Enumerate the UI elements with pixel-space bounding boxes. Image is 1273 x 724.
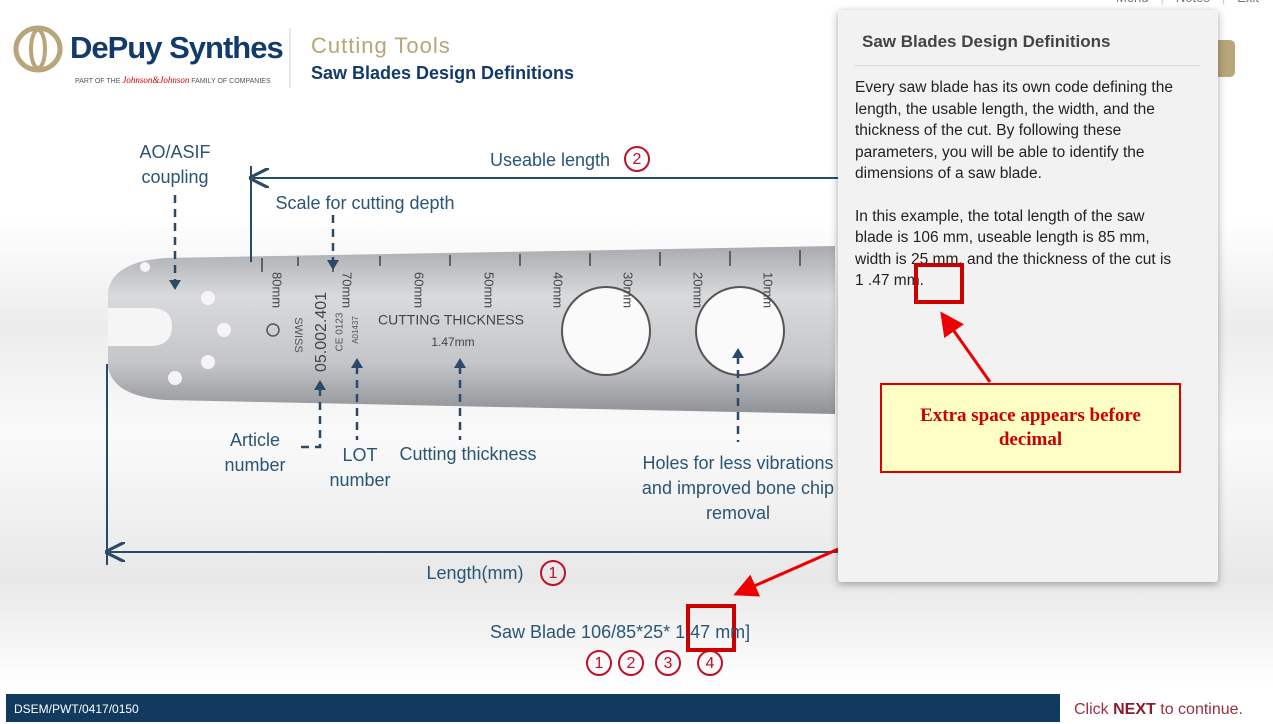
blade-hole — [695, 286, 785, 376]
text: 1.47 — [675, 622, 711, 642]
label: Cutting thickness — [399, 444, 537, 464]
text: Click — [1074, 701, 1109, 718]
scale-label: 80mm — [270, 272, 285, 308]
scale-label: 50mm — [482, 272, 497, 308]
logo-mark — [29, 28, 47, 70]
paragraph: Every saw blade has its own code definin… — [855, 79, 1173, 182]
course-title: Cutting Tools — [311, 33, 451, 58]
label: Useable length — [489, 150, 611, 170]
paragraph: In this example, the total length of the… — [855, 207, 1172, 290]
footer-code: DSEM/PWT/0417/0150 — [14, 702, 139, 716]
next-prompt: Click NEXT to continue. — [1074, 701, 1243, 719]
step-marker — [586, 650, 612, 676]
label: Holes for less vibrations and improved b… — [641, 453, 835, 523]
page-title: Saw Blades Design Definitions — [311, 63, 575, 83]
logo-tagline: PART OF THE Johnson&Johnson FAMILY OF CO… — [75, 75, 271, 85]
scale-label: 60mm — [412, 272, 427, 308]
label: Article number — [224, 430, 286, 475]
step-marker-label: 2 — [633, 151, 642, 168]
panel-title: Saw Blades Design Definitions — [862, 32, 1111, 51]
step-marker-label: 4 — [706, 655, 715, 672]
step-marker — [655, 650, 681, 676]
label: Scale for cutting depth — [275, 193, 455, 213]
leader-arrowheads — [169, 260, 744, 390]
step-marker — [624, 146, 650, 172]
blade-marking-icon — [266, 323, 280, 337]
blade-notch — [108, 308, 172, 346]
step-marker-label: 2 — [627, 655, 636, 672]
nav-link[interactable]: Notes — [1176, 0, 1210, 5]
scale-label: 40mm — [551, 272, 566, 308]
blade-marking: A01437 — [351, 316, 360, 344]
nav-link[interactable]: Menu — [1116, 0, 1149, 5]
leader-lines — [173, 195, 740, 449]
panel-body: Every saw blade has its own code definin… — [855, 77, 1173, 313]
highlight-box — [914, 263, 964, 304]
text: mm] — [715, 622, 751, 642]
text: Saw Blade 106/85*25* — [490, 622, 671, 642]
blade-marking: 1.47mm — [431, 335, 474, 349]
blade-marking: CE 0123 — [335, 312, 346, 351]
step-marker-label: 3 — [664, 655, 673, 672]
label: Length(mm) — [426, 563, 524, 583]
label: LOT number — [329, 445, 391, 490]
info-panel: Saw Blades Design Definitions Every saw … — [838, 10, 1218, 582]
highlight-box — [686, 604, 736, 652]
coupling-holes — [140, 262, 231, 385]
blade-marking: CUTTING THICKNESS — [378, 312, 524, 328]
logo: DePuy Synthes — [70, 30, 284, 65]
scale-ticks — [261, 250, 801, 272]
dimension-lines — [107, 166, 838, 565]
blade-marking: SWISS — [292, 317, 304, 352]
footer-bar: DSEM/PWT/0417/0150 — [6, 694, 1060, 722]
step-marker — [540, 560, 566, 586]
top-nav: Menu|Notes|Exit — [1116, 0, 1259, 5]
text: PART OF THE — [75, 78, 121, 85]
step-marker-label: 1 — [595, 655, 604, 672]
text: to continue. — [1160, 701, 1243, 718]
scale-label: 10mm — [761, 272, 776, 308]
callout: Extra space appears before decimal — [880, 383, 1181, 473]
nav-link[interactable]: Exit — [1237, 0, 1259, 5]
blade-hole — [561, 286, 651, 376]
blade — [108, 246, 835, 414]
label: AO/ASIF coupling — [139, 142, 211, 187]
formula: Saw Blade 106/85*25* 1.47 mm] — [490, 620, 750, 645]
step-marker — [618, 650, 644, 676]
scale-label: 30mm — [621, 272, 636, 308]
step-marker-label: 1 — [549, 565, 558, 582]
text: FAMILY OF COMPANIES — [191, 78, 271, 85]
text: Johnson&Johnson — [122, 75, 190, 85]
blade-marking: 05.002.401 — [313, 292, 330, 372]
next-button[interactable]: NEXT — [1113, 701, 1156, 718]
scale-label: 20mm — [691, 272, 706, 308]
scale-label: 70mm — [340, 272, 355, 308]
